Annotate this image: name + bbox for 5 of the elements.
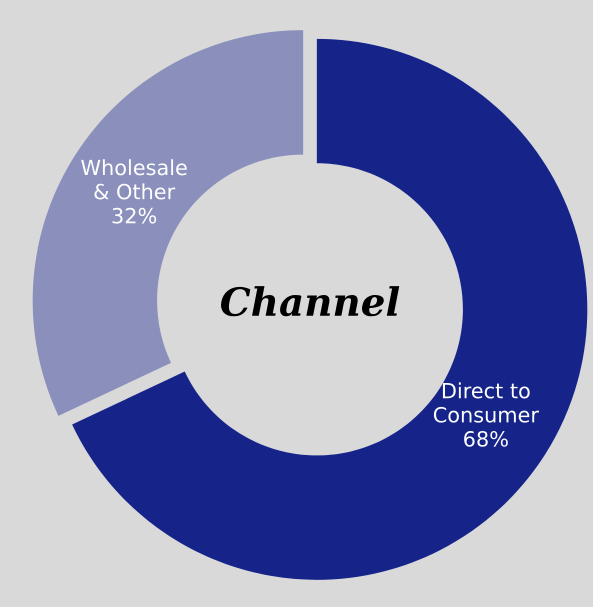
data-label: 32% <box>112 208 156 224</box>
slice-label: Direct to Consumer <box>434 382 539 423</box>
data-label: 68% <box>464 431 508 447</box>
slice-label: Wholesale & Other <box>81 159 187 200</box>
text: Channel <box>221 286 400 316</box>
